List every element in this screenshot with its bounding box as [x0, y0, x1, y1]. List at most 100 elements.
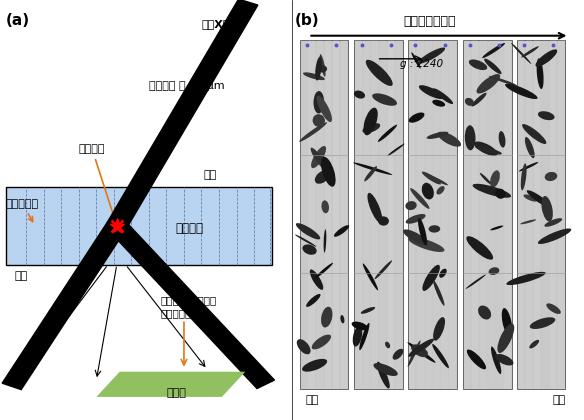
Ellipse shape — [538, 228, 571, 244]
Ellipse shape — [315, 57, 322, 81]
Ellipse shape — [353, 163, 392, 175]
Text: 表側: 表側 — [305, 395, 319, 405]
Ellipse shape — [409, 113, 425, 123]
Bar — [472, 40, 478, 388]
Ellipse shape — [410, 188, 429, 209]
Ellipse shape — [315, 170, 330, 184]
Ellipse shape — [541, 196, 553, 222]
Ellipse shape — [433, 88, 453, 104]
Ellipse shape — [422, 265, 440, 291]
Ellipse shape — [377, 362, 390, 388]
Ellipse shape — [315, 263, 333, 278]
Ellipse shape — [303, 72, 325, 80]
Ellipse shape — [544, 218, 562, 227]
Ellipse shape — [373, 363, 398, 376]
Ellipse shape — [506, 272, 545, 285]
Ellipse shape — [422, 172, 441, 184]
Bar — [308, 40, 315, 388]
Ellipse shape — [432, 100, 445, 107]
Ellipse shape — [321, 200, 329, 213]
Ellipse shape — [317, 65, 327, 73]
Ellipse shape — [466, 236, 493, 260]
Ellipse shape — [482, 43, 505, 58]
Ellipse shape — [296, 223, 320, 239]
Bar — [417, 40, 423, 388]
Ellipse shape — [306, 294, 321, 307]
Ellipse shape — [353, 326, 362, 346]
Ellipse shape — [403, 229, 427, 245]
Ellipse shape — [295, 234, 317, 247]
Ellipse shape — [523, 194, 537, 202]
Bar — [534, 40, 540, 388]
Bar — [409, 40, 415, 388]
Ellipse shape — [490, 171, 500, 187]
Ellipse shape — [392, 349, 404, 360]
Bar — [550, 40, 557, 388]
Ellipse shape — [418, 218, 427, 246]
Polygon shape — [108, 221, 274, 388]
Ellipse shape — [422, 183, 434, 199]
Ellipse shape — [521, 163, 527, 190]
Bar — [450, 40, 456, 388]
Ellipse shape — [303, 244, 317, 255]
Ellipse shape — [545, 172, 557, 181]
Ellipse shape — [359, 323, 370, 350]
Ellipse shape — [478, 305, 491, 320]
Ellipse shape — [529, 340, 539, 349]
Ellipse shape — [433, 280, 444, 306]
Ellipse shape — [495, 189, 505, 199]
Ellipse shape — [374, 260, 392, 279]
Bar — [464, 40, 470, 388]
Bar — [433, 40, 440, 388]
Ellipse shape — [321, 157, 336, 187]
Ellipse shape — [352, 322, 368, 330]
Text: 入射X線: 入射X線 — [201, 19, 230, 29]
Bar — [355, 40, 361, 388]
Bar — [542, 40, 548, 388]
Ellipse shape — [538, 111, 555, 120]
Ellipse shape — [499, 131, 506, 147]
Ellipse shape — [426, 132, 449, 139]
Bar — [6, 187, 272, 265]
Ellipse shape — [489, 76, 517, 86]
Ellipse shape — [474, 142, 498, 156]
Ellipse shape — [429, 225, 440, 233]
Bar — [517, 40, 524, 388]
Bar — [333, 40, 339, 388]
Bar — [388, 40, 394, 388]
Bar — [354, 40, 403, 388]
Ellipse shape — [490, 226, 503, 230]
Ellipse shape — [522, 46, 539, 58]
Ellipse shape — [502, 308, 512, 336]
Ellipse shape — [418, 47, 445, 64]
Ellipse shape — [546, 303, 561, 314]
Ellipse shape — [484, 58, 502, 74]
Ellipse shape — [378, 216, 389, 226]
Ellipse shape — [354, 91, 365, 99]
Ellipse shape — [477, 74, 500, 94]
Ellipse shape — [472, 184, 511, 198]
Bar — [380, 40, 386, 388]
Ellipse shape — [489, 267, 499, 275]
Bar — [558, 40, 565, 388]
Bar — [408, 40, 457, 388]
Polygon shape — [96, 372, 245, 397]
Ellipse shape — [411, 52, 420, 68]
Text: 試料結晶: 試料結晶 — [175, 223, 203, 235]
Ellipse shape — [411, 344, 428, 357]
Ellipse shape — [471, 93, 486, 107]
Bar — [442, 40, 448, 388]
Ellipse shape — [363, 263, 378, 290]
Ellipse shape — [324, 229, 326, 253]
Ellipse shape — [363, 123, 380, 133]
Text: 結晶格子面: 結晶格子面 — [6, 199, 39, 221]
Ellipse shape — [439, 269, 447, 278]
Ellipse shape — [385, 341, 390, 348]
Ellipse shape — [387, 144, 405, 156]
Ellipse shape — [530, 317, 555, 329]
Ellipse shape — [408, 237, 444, 252]
Text: 欠陥に対応した強度: 欠陥に対応した強度 — [161, 295, 217, 305]
Ellipse shape — [311, 148, 328, 171]
Bar — [371, 40, 378, 388]
Bar — [341, 40, 347, 388]
